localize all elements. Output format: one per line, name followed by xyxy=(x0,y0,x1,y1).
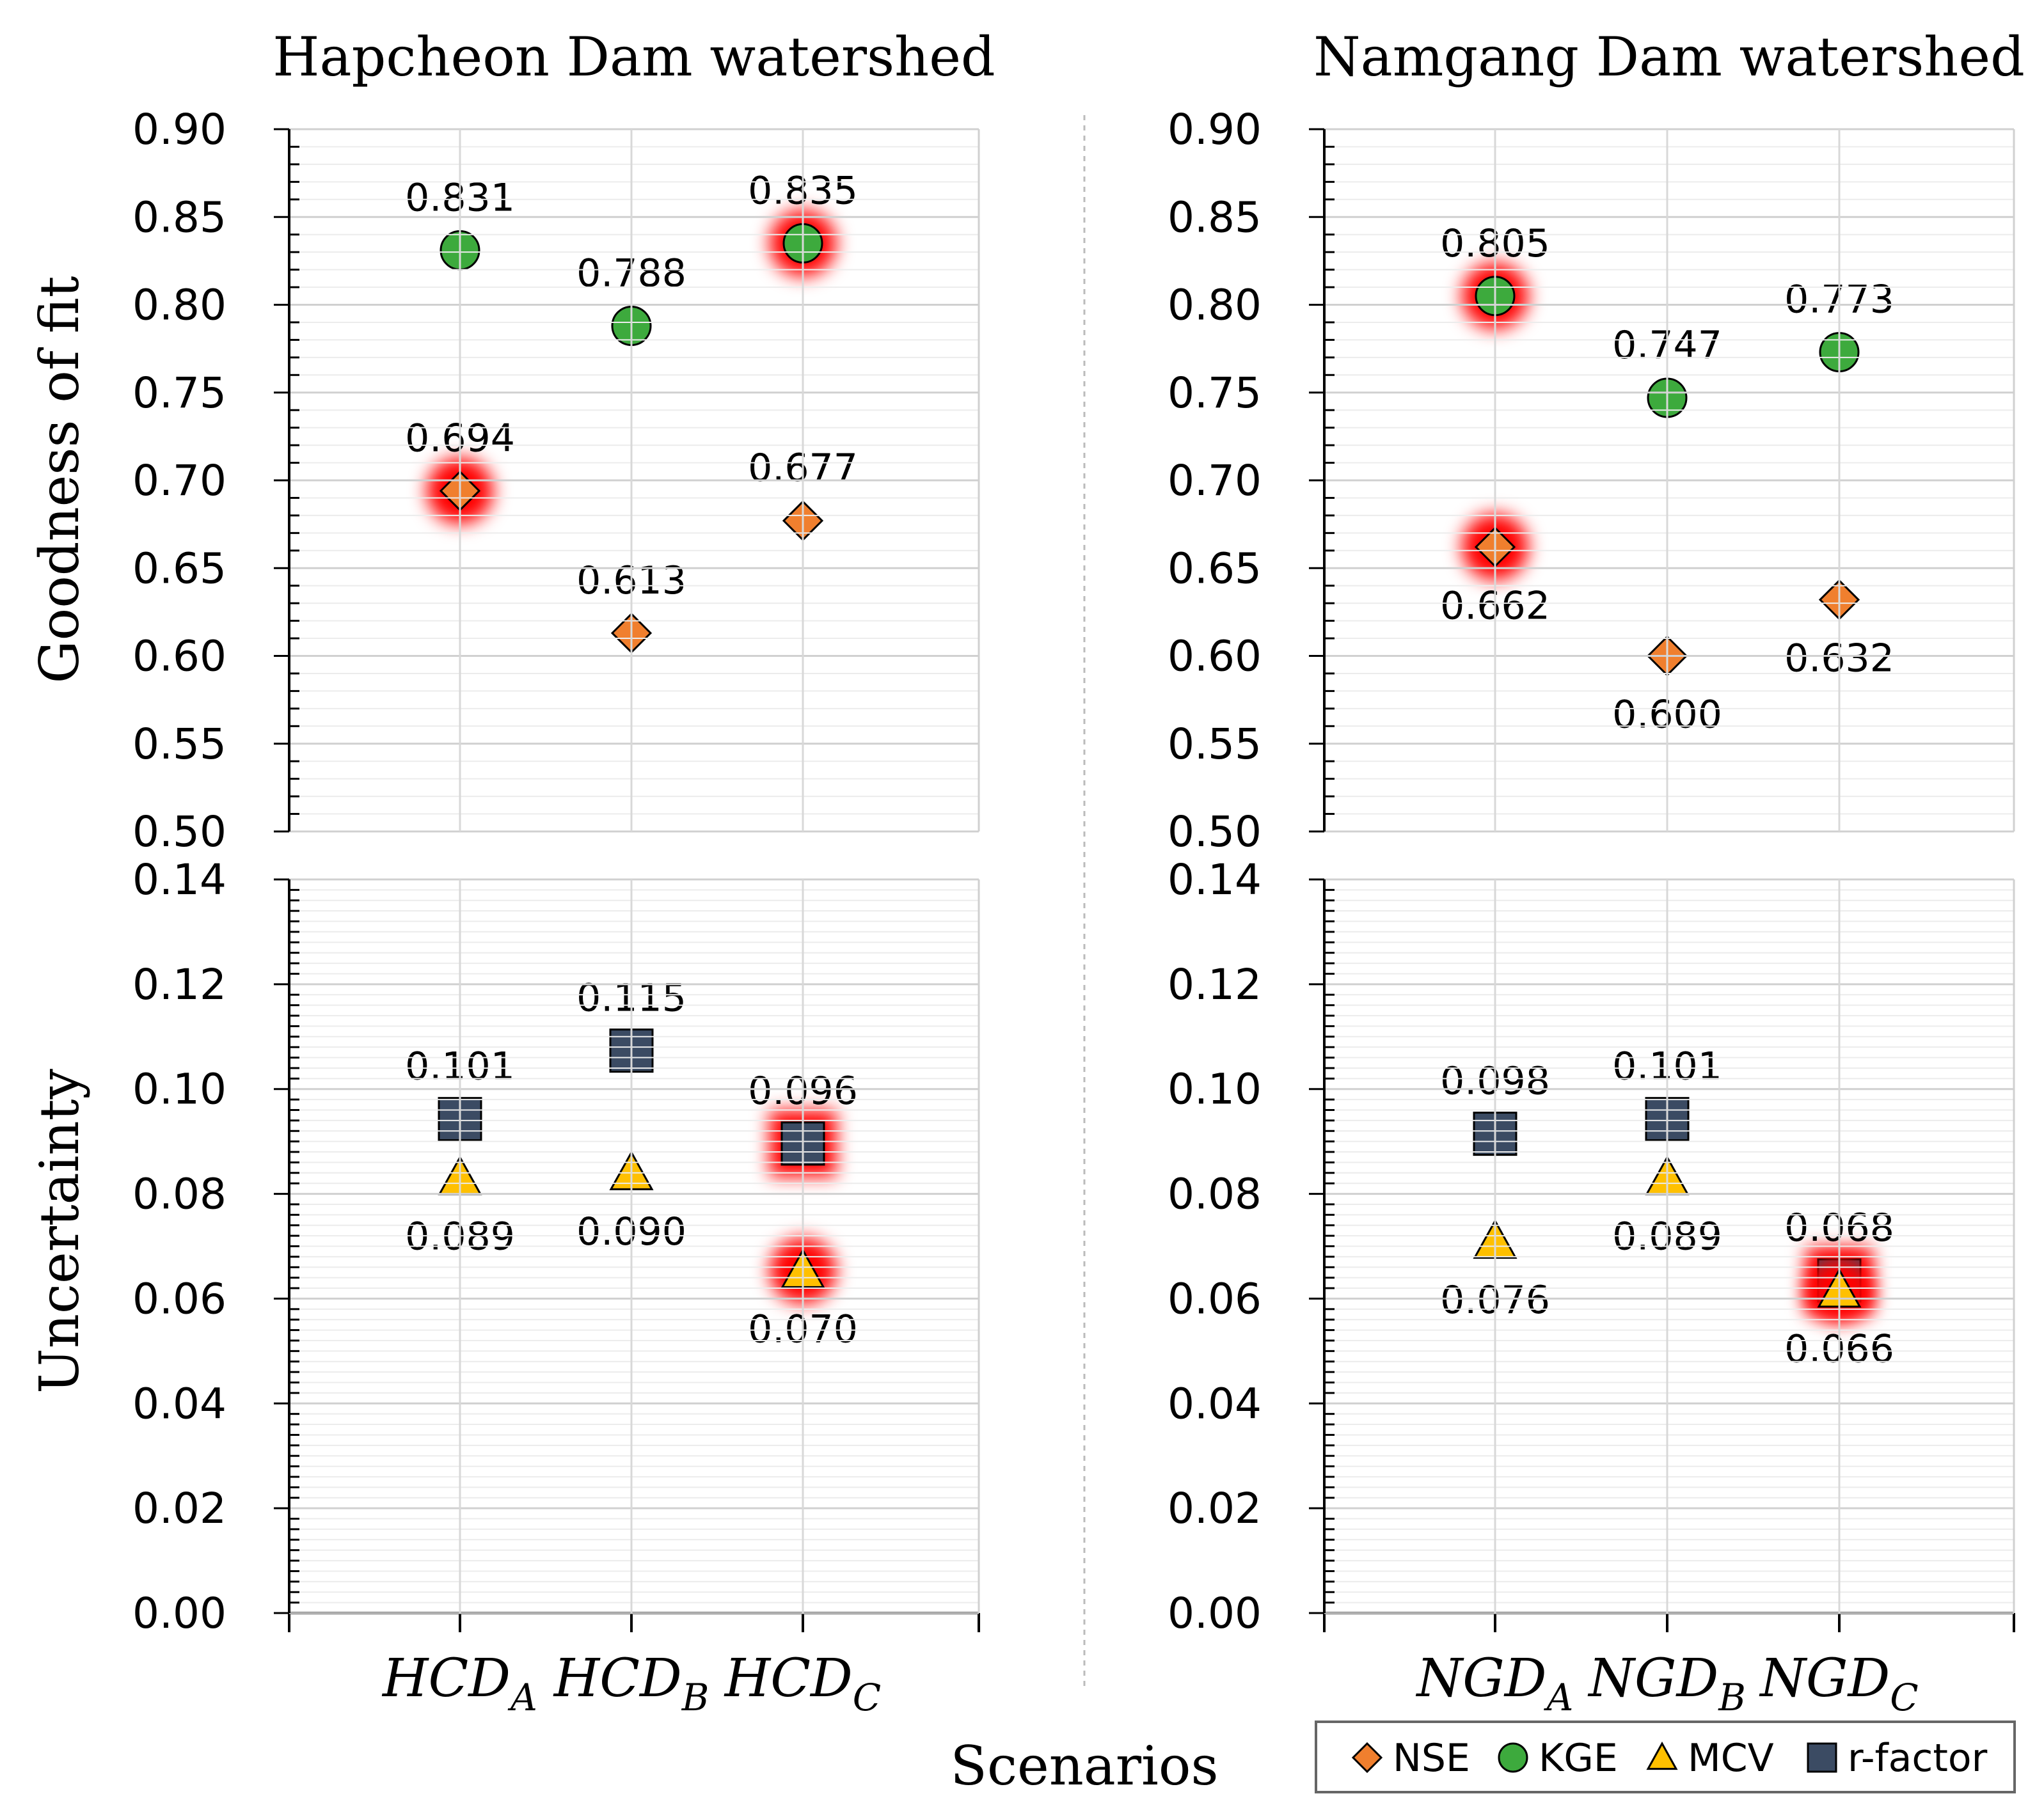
x-category-sub: B xyxy=(1718,1676,1746,1719)
x-category-base: NGD xyxy=(1759,1648,1890,1709)
y-tick-label: 0.02 xyxy=(1168,1484,1262,1533)
y-tick-label: 0.08 xyxy=(132,1170,226,1219)
x-category-base: NGD xyxy=(1416,1648,1547,1709)
legend-mcv-marker xyxy=(1646,1741,1678,1770)
legend-label: NSE xyxy=(1393,1736,1470,1781)
y-axis-title-goodness: Goodness of fit xyxy=(28,276,91,683)
y-tick-label: 0.12 xyxy=(1168,960,1262,1009)
legend-label: KGE xyxy=(1539,1736,1618,1781)
y-tick-label: 0.55 xyxy=(132,720,226,769)
x-category-base: HCD xyxy=(724,1648,853,1709)
y-tick-label: 0.50 xyxy=(1168,807,1262,856)
x-category-base: NGD xyxy=(1587,1648,1718,1709)
y-tick-label: 0.02 xyxy=(132,1484,226,1533)
y-tick-label: 0.90 xyxy=(132,105,226,154)
y-tick-label: 0.90 xyxy=(1168,105,1262,154)
x-category-label: NGDA xyxy=(1416,1648,1574,1719)
uncertainty-axis: 0.00 0.02 0.04 0.06 0.08 0.10 0.12 0.14 xyxy=(1168,855,2015,1638)
legend-label: r-factor xyxy=(1848,1736,1988,1781)
x-category-sub: C xyxy=(853,1676,881,1719)
y-tick-label: 0.70 xyxy=(132,456,226,505)
goodness-axis: 0.50 0.55 0.60 0.65 0.70 0.75 0.80 0.85 0.90 xyxy=(132,105,980,856)
y-tick-label: 0.85 xyxy=(1168,193,1262,242)
legend: NSE KGE MCV r-factor xyxy=(1315,1721,2016,1793)
panel-title: Hapcheon Dam watershed xyxy=(273,26,995,88)
y-tick-label: 0.00 xyxy=(132,1589,226,1638)
y-tick-label: 0.85 xyxy=(132,193,226,242)
legend-rf-marker xyxy=(1807,1742,1837,1773)
y-tick-label: 0.75 xyxy=(1168,368,1262,418)
x-category-sub: C xyxy=(1890,1676,1918,1719)
y-axis-title-uncertainty: Uncertainty xyxy=(28,1069,91,1394)
y-tick-label: 0.65 xyxy=(1168,544,1262,593)
y-tick-label: 0.75 xyxy=(132,368,226,418)
y-tick-label: 0.12 xyxy=(132,960,226,1009)
x-category-sub: B xyxy=(681,1676,709,1719)
y-tick-label: 0.55 xyxy=(1168,720,1262,769)
y-tick-label: 0.70 xyxy=(1168,456,1262,505)
x-axis-title: Scenarios xyxy=(950,1735,1218,1797)
y-tick-label: 0.50 xyxy=(132,807,226,856)
x-category-label: NGDB xyxy=(1587,1648,1746,1719)
x-category-label: HCDA xyxy=(381,1648,537,1719)
x-category-label: HCDC xyxy=(724,1648,881,1719)
y-tick-label: 0.06 xyxy=(1168,1274,1262,1323)
y-tick-label: 0.60 xyxy=(1168,632,1262,681)
x-category-base: HCD xyxy=(381,1648,511,1709)
legend-label: MCV xyxy=(1688,1736,1774,1781)
x-category-label: HCDB xyxy=(553,1648,709,1719)
x-category-label: NGDC xyxy=(1759,1648,1918,1719)
uncertainty-axis: 0.00 0.02 0.04 0.06 0.08 0.10 0.12 0.14 xyxy=(132,855,980,1638)
legend-nse-marker xyxy=(1351,1742,1383,1774)
x-category-sub: A xyxy=(507,1676,537,1719)
y-tick-label: 0.80 xyxy=(132,281,226,330)
y-tick-label: 0.14 xyxy=(132,855,226,904)
panel-title: Namgang Dam watershed xyxy=(1313,26,2025,88)
y-tick-label: 0.08 xyxy=(1168,1170,1262,1219)
y-tick-label: 0.60 xyxy=(132,632,226,681)
y-tick-label: 0.06 xyxy=(132,1274,226,1323)
y-tick-label: 0.04 xyxy=(1168,1379,1262,1428)
y-tick-label: 0.80 xyxy=(1168,281,1262,330)
y-tick-label: 0.65 xyxy=(132,544,226,593)
y-tick-label: 0.10 xyxy=(1168,1065,1262,1114)
y-tick-label: 0.00 xyxy=(1168,1589,1262,1638)
legend-kge-marker xyxy=(1498,1742,1528,1773)
goodness-axis: 0.50 0.55 0.60 0.65 0.70 0.75 0.80 0.85 0.90 xyxy=(1168,105,2015,856)
x-category-base: HCD xyxy=(553,1648,682,1709)
x-category-sub: A xyxy=(1544,1676,1574,1719)
y-tick-label: 0.14 xyxy=(1168,855,1262,904)
y-tick-label: 0.10 xyxy=(132,1065,226,1114)
y-tick-label: 0.04 xyxy=(132,1379,226,1428)
